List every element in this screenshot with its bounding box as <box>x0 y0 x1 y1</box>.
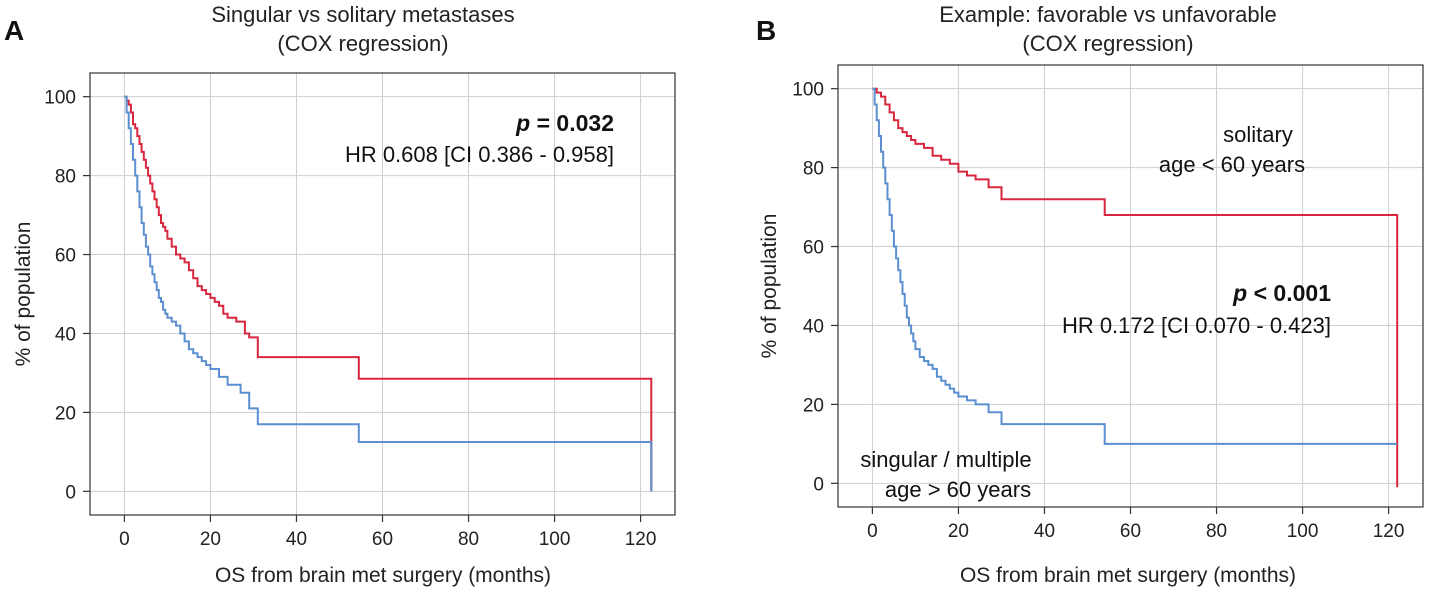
panel-a-xtick-label-60: 60 <box>372 529 393 550</box>
panel-b-xtick-label-20: 20 <box>948 521 969 542</box>
panel-b-xtick-label-0: 0 <box>867 521 878 542</box>
panel-a-ylabel: % of population <box>12 222 35 367</box>
panel-b-ytick-label-80: 80 <box>803 159 824 180</box>
panel-a-series-blue-line <box>124 95 653 492</box>
panel-b-series <box>872 87 1399 488</box>
panel-b-p-value: p < 0.001 <box>1232 280 1331 306</box>
panel-a-ticks: 0 20 40 60 80 100 120 0 20 40 60 80 100 <box>44 88 656 550</box>
panel-b-ytick-label-100: 100 <box>792 80 824 101</box>
panel-a-subtitle: (COX regression) <box>277 31 448 56</box>
panel-a-ytick-label-80: 80 <box>55 167 76 188</box>
panel-b-solitary-label-line1: solitary <box>1223 122 1293 147</box>
panel-b-title: Example: favorable vs unfavorable <box>939 2 1277 27</box>
panel-b-p-label: p <box>1232 280 1247 306</box>
panel-b-p-rest: < 0.001 <box>1247 280 1331 306</box>
panel-a-ytick-label-60: 60 <box>55 246 76 267</box>
panel-b-label: B <box>756 15 776 46</box>
panel-b-solitary-label-line2: age < 60 years <box>1159 152 1305 177</box>
panel-b-xtick-label-40: 40 <box>1034 521 1055 542</box>
panel-b-ytick-label-40: 40 <box>803 316 824 337</box>
panel-a-xtick-label-20: 20 <box>200 529 221 550</box>
panel-a-series <box>124 95 653 492</box>
panel-a: A Singular vs solitary metastases (COX r… <box>4 2 676 587</box>
panel-b-series-red-line <box>872 87 1399 488</box>
panel-a-ytick-label-100: 100 <box>44 88 76 109</box>
panel-a-p-label: p <box>515 110 530 136</box>
panel-b-singular-label-line1: singular / multiple <box>860 447 1031 472</box>
panel-a-xtick-label-40: 40 <box>286 529 307 550</box>
panel-a-ytick-label-40: 40 <box>55 324 76 345</box>
panel-a-xtick-label-100: 100 <box>539 529 571 550</box>
panel-a-grid <box>90 73 675 515</box>
panel-b-ylabel: % of population <box>758 214 781 359</box>
panel-a-p-value: p = 0.032 <box>515 110 614 136</box>
panel-b-series-blue-line <box>872 87 1398 445</box>
panel-a-ytick-label-0: 0 <box>65 482 76 503</box>
panel-b-xlabel: OS from brain met surgery (months) <box>960 564 1296 587</box>
panel-b-ytick-label-60: 60 <box>803 238 824 259</box>
panel-b-ticks: 0 20 40 60 80 100 120 0 20 40 60 80 100 <box>792 80 1404 542</box>
panel-b-subtitle: (COX regression) <box>1022 31 1193 56</box>
panel-a-series-red-line <box>124 95 653 492</box>
panel-a-title: Singular vs solitary metastases <box>211 2 514 27</box>
panel-b-grid <box>838 65 1423 507</box>
panel-b-hazard-ratio: HR 0.172 [CI 0.070 - 0.423] <box>1062 313 1331 338</box>
panel-b: B Example: favorable vs unfavorable (COX… <box>756 2 1424 587</box>
panel-a-xtick-label-0: 0 <box>119 529 130 550</box>
panel-a-ytick-label-20: 20 <box>55 403 76 424</box>
panel-a-hazard-ratio: HR 0.608 [CI 0.386 - 0.958] <box>345 142 614 167</box>
panel-a-xtick-label-80: 80 <box>458 529 479 550</box>
panel-a-p-rest: = 0.032 <box>530 110 614 136</box>
panel-b-ytick-label-20: 20 <box>803 395 824 416</box>
panel-b-ytick-label-0: 0 <box>813 474 824 495</box>
panel-b-singular-label-line2: age > 60 years <box>885 477 1031 502</box>
panel-b-xtick-label-60: 60 <box>1120 521 1141 542</box>
panel-a-xtick-label-120: 120 <box>625 529 657 550</box>
panel-a-label: A <box>4 15 24 46</box>
panel-b-xtick-label-100: 100 <box>1287 521 1319 542</box>
panel-b-xtick-label-80: 80 <box>1206 521 1227 542</box>
panel-a-xlabel: OS from brain met surgery (months) <box>215 564 551 587</box>
panel-b-xtick-label-120: 120 <box>1373 521 1405 542</box>
